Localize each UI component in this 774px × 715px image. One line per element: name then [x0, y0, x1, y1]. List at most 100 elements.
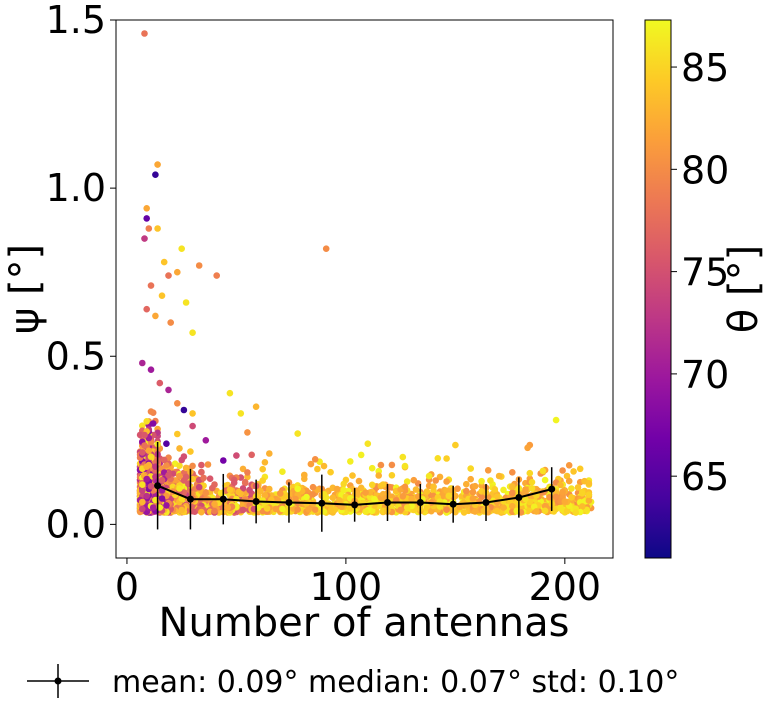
colorbar-tick-label: 65	[681, 455, 729, 499]
scatter-point	[526, 469, 534, 477]
scatter-point	[541, 507, 549, 515]
scatter-point	[189, 462, 196, 470]
scatter-point	[209, 484, 216, 492]
scatter-point	[165, 272, 172, 279]
scatter-point	[377, 461, 385, 469]
mean-marker	[548, 485, 556, 493]
scatter-point	[309, 483, 317, 491]
scatter-point	[141, 30, 148, 37]
scatter-point	[305, 506, 313, 513]
scatter-point	[469, 488, 477, 496]
scatter-point	[572, 509, 580, 516]
scatter-point	[143, 463, 150, 471]
scatter-point	[388, 461, 396, 469]
scatter-point	[163, 502, 170, 509]
mean-marker	[186, 495, 194, 503]
scatter-point	[261, 459, 269, 466]
scatter-point	[147, 282, 155, 289]
scatter-point	[139, 487, 146, 495]
scatter-point	[355, 477, 363, 485]
scatter-point	[579, 503, 586, 510]
scatter-point	[522, 486, 529, 493]
scatter-point	[154, 225, 161, 232]
scatter-point	[559, 488, 566, 496]
scatter-point	[311, 506, 319, 513]
scatter-point	[533, 508, 540, 515]
scatter-point	[408, 495, 415, 503]
scatter-point	[195, 262, 203, 269]
scatter-point	[174, 400, 181, 407]
scatter-point	[559, 467, 566, 474]
scatter-point	[233, 452, 240, 459]
scatter-point	[375, 472, 383, 479]
scatter-point	[220, 457, 227, 464]
scatter-point	[139, 481, 146, 489]
scatter-point	[357, 484, 365, 492]
scatter-point	[467, 475, 475, 483]
scatter-point	[467, 465, 475, 472]
scatter-point	[189, 410, 196, 417]
scatter-point	[336, 497, 343, 504]
scatter-point	[557, 504, 564, 511]
scatter-point	[180, 406, 188, 414]
scatter-point	[443, 506, 450, 513]
scatter-point	[211, 500, 218, 508]
scatter-point	[176, 485, 183, 492]
scatter-point	[311, 456, 319, 463]
scatter-point	[176, 445, 183, 452]
scatter-point	[307, 460, 315, 468]
scatter-point	[443, 487, 450, 495]
scatter-point	[152, 171, 159, 178]
scatter-point	[165, 386, 172, 394]
scatter-point	[539, 467, 547, 475]
scatter-point	[509, 469, 516, 476]
scatter-point	[154, 161, 161, 168]
scatter-point	[202, 489, 210, 497]
scatter-point	[452, 441, 459, 449]
colorbar-tick-label: 80	[681, 148, 729, 192]
y-axis-label: ψ [°]	[2, 244, 48, 334]
scatter-point	[460, 509, 468, 516]
scatter-point	[397, 506, 404, 514]
scatter-point	[412, 486, 420, 493]
scatter-point	[320, 462, 328, 470]
scatter-point	[379, 481, 387, 488]
scatter-point	[156, 379, 164, 387]
scatter-point	[443, 455, 450, 462]
scatter-point	[149, 420, 157, 427]
scatter-point	[141, 431, 148, 439]
scatter-point	[509, 483, 516, 490]
mean-marker	[515, 493, 523, 501]
scatter-point	[279, 468, 286, 476]
scatter-point	[182, 299, 190, 306]
scatter-point	[294, 485, 302, 493]
scatter-point	[322, 245, 330, 252]
scatter-point	[261, 492, 269, 499]
scatter-point	[484, 467, 492, 474]
scatter-point	[463, 480, 470, 488]
scatter-point	[187, 448, 194, 455]
scatter-point	[469, 495, 477, 502]
scatter-point	[189, 329, 196, 337]
scatter-point	[493, 507, 501, 515]
scatter-point	[195, 483, 203, 491]
scatter-point	[178, 245, 185, 252]
scatter-point	[263, 505, 271, 512]
scatter-point	[152, 312, 159, 320]
scatter-point	[487, 477, 494, 484]
legend-label: mean: 0.09° median: 0.07° std: 0.10°	[112, 665, 679, 700]
scatter-point	[163, 440, 170, 448]
scatter-point	[143, 475, 150, 483]
scatter-point	[143, 215, 150, 222]
scatter-point	[329, 494, 337, 502]
scatter-point	[141, 235, 148, 242]
scatter-point	[423, 488, 431, 495]
scatter-point	[145, 447, 153, 455]
scatter-point	[563, 472, 571, 480]
scatter-point	[257, 487, 264, 495]
scatter-point	[524, 444, 531, 452]
scatter-point	[139, 449, 146, 456]
colorbar	[644, 19, 672, 559]
mean-marker	[416, 499, 424, 507]
y-tick-label: 1.0	[46, 166, 106, 210]
